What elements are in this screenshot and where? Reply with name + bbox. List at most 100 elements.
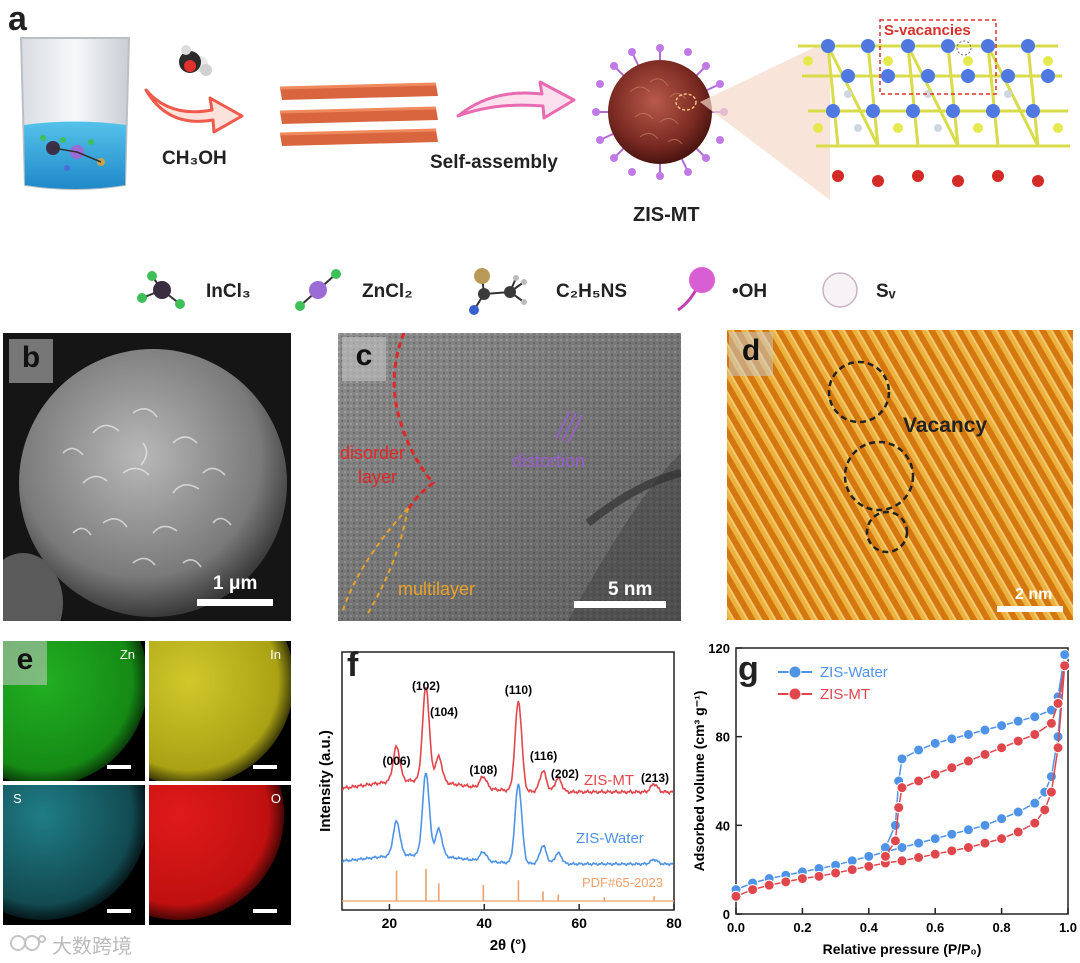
data-point <box>1029 711 1041 723</box>
data-point <box>913 851 925 863</box>
data-point <box>979 724 991 736</box>
data-point <box>1045 786 1057 798</box>
data-point <box>896 842 908 853</box>
data-point <box>863 850 875 862</box>
x-tick-label: 60 <box>571 915 587 931</box>
eds-scalebar <box>107 765 131 769</box>
methanol-label: CH₃OH <box>162 148 227 169</box>
data-point <box>979 819 991 831</box>
x-tick-label: 80 <box>666 915 682 931</box>
legend-label: ZIS-Water <box>820 664 888 681</box>
hrtem-scalebar-label: 2 nm <box>1015 586 1053 603</box>
plot-frame <box>341 651 675 911</box>
eds-o-blob <box>149 785 284 920</box>
series-line-zis-water <box>341 772 674 867</box>
data-point <box>896 855 908 867</box>
data-point <box>946 828 958 840</box>
vacancy-label: Vacancy <box>903 414 988 437</box>
sulfur-vacancy-icon <box>822 272 858 308</box>
incl3-molecule-icon <box>137 271 185 309</box>
data-point <box>1029 728 1041 740</box>
data-point <box>1052 697 1064 709</box>
data-point <box>996 742 1008 754</box>
series-line-zis-mt <box>341 687 674 796</box>
s-vacancies-label: S-vacancies <box>884 22 971 39</box>
x-tick-label: 0.4 <box>860 920 879 935</box>
panel-g-letter: g <box>738 650 759 688</box>
panel-c-letter: c <box>342 337 386 381</box>
data-point <box>962 728 974 740</box>
data-point <box>747 884 759 896</box>
data-point <box>1012 806 1024 818</box>
sem-scalebar <box>197 599 273 606</box>
x-axis-label: Relative pressure (P/P₀) <box>823 941 982 957</box>
data-point <box>1012 735 1024 747</box>
data-point <box>846 864 858 876</box>
watermark: 大数跨境 <box>52 934 132 958</box>
x-tick-label: 0.0 <box>727 920 745 935</box>
distortion-label: distortion <box>512 451 586 471</box>
panel-d-letter: d <box>729 332 773 376</box>
legend-item-oh: •OH <box>732 281 768 302</box>
peak-annotation: (104) <box>430 705 458 719</box>
plot-frame <box>735 647 1069 915</box>
tem-scalebar-label: 5 nm <box>608 579 653 600</box>
data-point <box>1012 826 1024 838</box>
data-point <box>780 876 792 888</box>
eds-in-blob <box>149 641 291 781</box>
data-point <box>962 842 974 853</box>
tem-scalebar <box>574 601 666 608</box>
legend-label-zis-mt: ZIS-MT <box>584 772 634 789</box>
peak-annotation: (116) <box>530 749 557 763</box>
data-point <box>889 819 901 831</box>
eds-scalebar <box>107 909 131 913</box>
legend-item-sv: Sᵥ <box>876 281 896 302</box>
peak-annotation: (102) <box>412 679 440 693</box>
legend-item-zncl2: ZnCl₂ <box>362 281 413 302</box>
data-point <box>1029 817 1041 829</box>
thioacetamide-molecule-icon <box>469 268 527 315</box>
y-axis-label: Intensity (a.u.) <box>317 730 334 832</box>
legend-swatch-marker <box>788 665 802 679</box>
y-tick-label: 120 <box>708 641 730 656</box>
data-point <box>962 755 974 767</box>
data-point <box>913 775 925 787</box>
zoom-cone <box>700 40 830 200</box>
eds-map-s: S <box>3 785 145 925</box>
legend-label-zis-water: ZIS-Water <box>576 830 644 847</box>
data-point <box>929 737 941 749</box>
zis-mt-sphere-illustration <box>592 44 728 180</box>
multilayer-label: multilayer <box>398 579 476 599</box>
arrow-icon <box>144 88 244 134</box>
crystal-lattice-illustration <box>798 19 1070 187</box>
legend-item-c2h5ns: C₂H₅NS <box>556 281 627 302</box>
y-tick-label: 80 <box>716 730 730 745</box>
sem-image: b 1 μm <box>3 333 291 621</box>
eds-label-s: S <box>13 791 22 806</box>
data-point <box>979 837 991 849</box>
data-point <box>796 873 808 885</box>
panel-b-letter: b <box>9 339 53 383</box>
data-point <box>946 762 958 774</box>
xrd-chart: 20 40 60 80 2θ (°) Intensity (a.u.) ZIS-MT ZIS-… <box>317 651 682 954</box>
beaker-illustration <box>19 37 131 190</box>
peak-annotation: (110) <box>505 683 532 697</box>
eds-label-o: O <box>270 791 281 806</box>
data-point <box>830 867 842 879</box>
x-tick-label: 20 <box>382 915 398 931</box>
data-point <box>929 848 941 860</box>
eds-map-o: O <box>149 785 291 925</box>
legend-swatch-marker <box>788 687 802 701</box>
data-point <box>913 837 925 849</box>
eds-map-zn: Zn e <box>3 641 145 781</box>
hydroxyl-radical-icon <box>677 267 715 312</box>
data-point <box>1045 717 1057 729</box>
data-point <box>813 870 825 882</box>
panel-f-letter: f <box>347 646 359 684</box>
eds-scalebar <box>253 765 277 769</box>
legend-label: ZIS-MT <box>820 686 870 703</box>
y-axis-label: Adsorbed volume (cm³ g⁻¹) <box>691 691 707 872</box>
data-point <box>730 890 742 902</box>
data-point <box>763 879 775 891</box>
data-point <box>946 733 958 745</box>
